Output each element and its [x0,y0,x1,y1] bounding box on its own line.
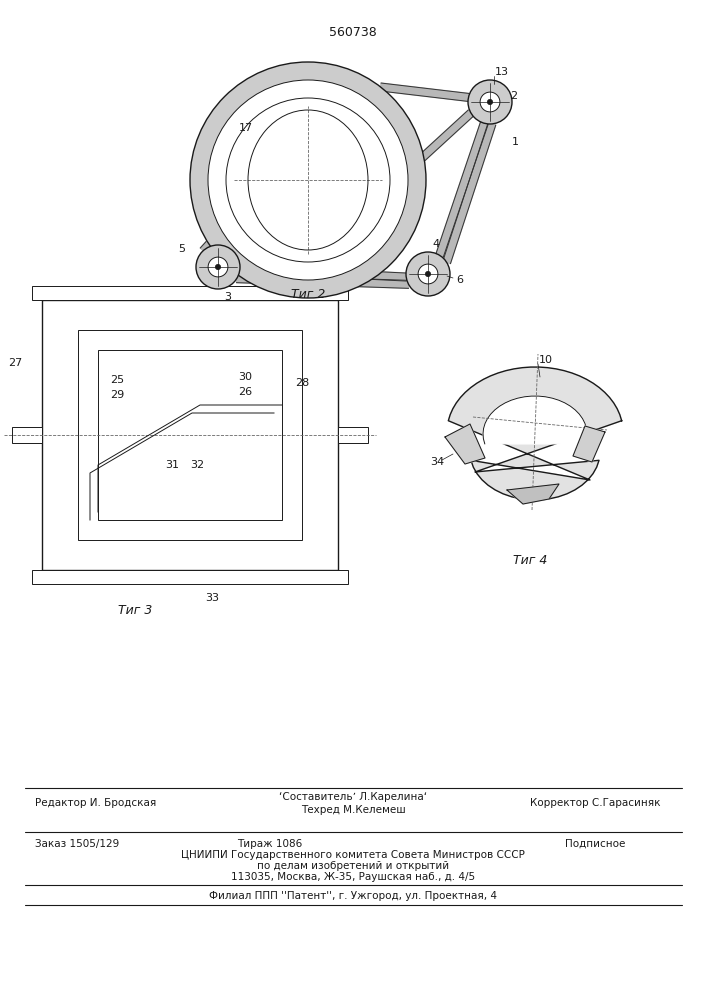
Circle shape [426,271,431,277]
Text: Филиал ППП ''Патент'', г. Ужгород, ул. Проектная, 4: Филиал ППП ''Патент'', г. Ужгород, ул. П… [209,891,497,901]
Bar [32,570,348,584]
Circle shape [487,99,493,105]
Text: 4: 4 [432,239,439,249]
Bar [32,286,348,300]
Text: Корректор С.Гарасиняк: Корректор С.Гарасиняк [530,798,660,808]
Bar [98,350,282,520]
Text: Подписное: Подписное [565,839,626,849]
Circle shape [418,264,438,284]
Polygon shape [211,243,233,270]
Circle shape [208,80,408,280]
Text: Τиг 3: Τиг 3 [118,603,152,616]
Text: 26: 26 [238,387,252,397]
Text: 31: 31 [165,460,179,470]
Polygon shape [443,123,496,264]
Text: 10: 10 [539,355,553,365]
Text: 29: 29 [110,390,124,400]
Bar [338,427,368,443]
Text: 32: 32 [190,460,204,470]
Text: 30: 30 [238,372,252,382]
Text: ‘Составительʼ Л.Карелинаʻ: ‘Составительʼ Л.Карелинаʻ [279,792,427,802]
Polygon shape [483,396,587,444]
Text: 2: 2 [510,91,517,101]
Polygon shape [380,83,469,101]
Circle shape [208,257,228,277]
Text: 25: 25 [110,375,124,385]
Text: ЦНИИПИ Государственного комитета Совета Министров СССР: ЦНИИПИ Государственного комитета Совета … [181,850,525,860]
Circle shape [196,245,240,289]
Text: Тираж 1086: Тираж 1086 [238,839,303,849]
Circle shape [190,62,426,298]
Polygon shape [445,424,485,464]
Text: 17: 17 [239,123,253,133]
Polygon shape [507,484,559,504]
Circle shape [406,252,450,296]
Text: 3: 3 [224,292,231,302]
Bar [42,300,338,570]
Polygon shape [573,426,605,462]
Text: Заказ 1505/129: Заказ 1505/129 [35,839,119,849]
Text: 5: 5 [178,244,185,254]
Polygon shape [237,275,409,288]
Text: 560738: 560738 [329,25,377,38]
Text: Редактор И. Бродская: Редактор И. Бродская [35,798,156,808]
Polygon shape [240,265,407,281]
Text: 113035, Москва, Ж-35, Раушская наб., д. 4/5: 113035, Москва, Ж-35, Раушская наб., д. … [231,872,475,882]
Text: 6: 6 [456,275,463,285]
Polygon shape [448,367,621,500]
Bar [12,427,42,443]
Text: 34: 34 [430,457,444,467]
Polygon shape [436,122,488,257]
Text: по делам изобретений и открытий: по делам изобретений и открытий [257,861,449,871]
Circle shape [468,80,512,124]
Circle shape [216,264,221,270]
Text: 28: 28 [295,378,309,388]
Text: Τиг 2: Τиг 2 [291,288,325,300]
Text: 1: 1 [512,137,519,147]
Text: Τиг 4: Τиг 4 [513,554,547,566]
Polygon shape [418,110,474,162]
Polygon shape [200,242,212,253]
Text: 27: 27 [8,358,22,368]
Circle shape [480,92,500,112]
Text: Техред М.Келемеш: Техред М.Келемеш [300,805,405,815]
Circle shape [226,98,390,262]
Text: 33: 33 [205,593,219,603]
Bar [78,330,302,540]
Text: 13: 13 [495,67,509,77]
